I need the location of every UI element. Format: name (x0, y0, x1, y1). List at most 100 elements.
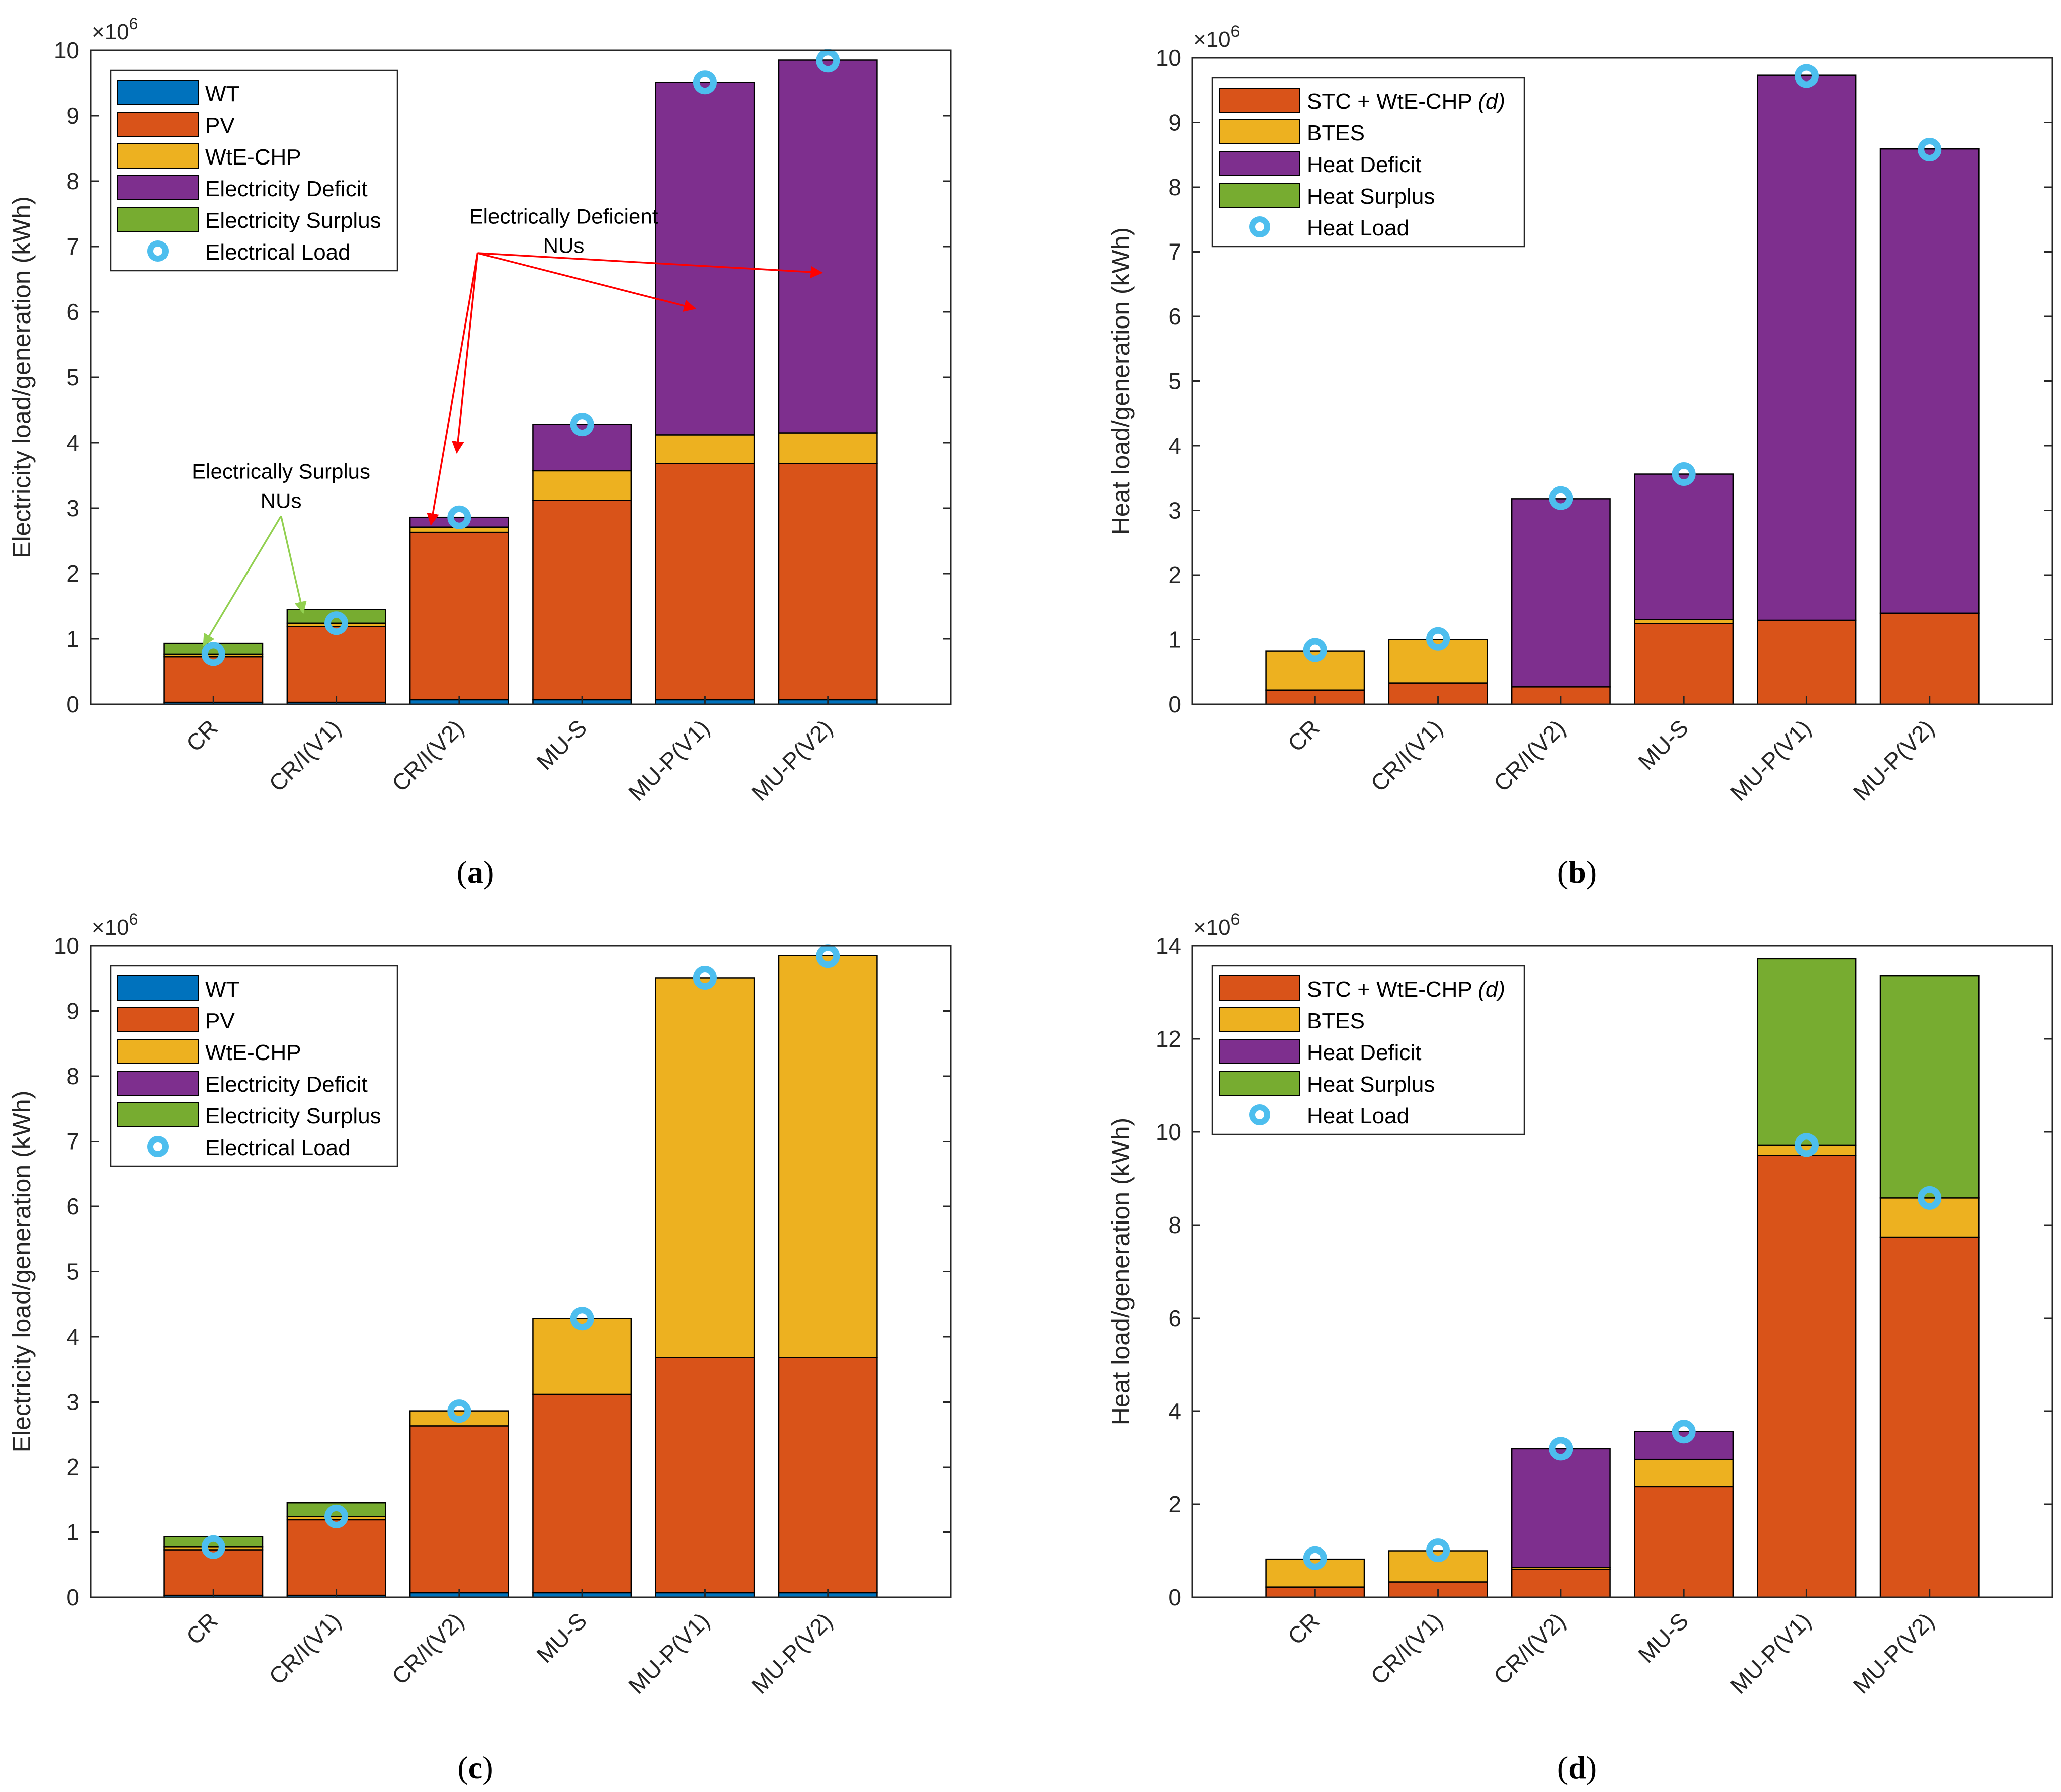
xtick-label-c-1: CR/I(V1) (264, 1607, 346, 1689)
y-axis-label-b: Heat load/generation (kWh) (1107, 227, 1135, 535)
legend-swatch-d-3 (1219, 1071, 1300, 1096)
load-marker-c-0 (201, 1535, 225, 1559)
legend-swatch-c-1 (117, 1007, 199, 1032)
legend-swatch-c-3 (117, 1071, 199, 1096)
xtick-label-b-5: MU-P(V2) (1848, 714, 1939, 805)
legend-swatch-d-0 (1219, 975, 1300, 1001)
legend-load-label-d: Heat Load (1307, 1104, 1409, 1128)
bar-c-5-2 (778, 955, 878, 1358)
xtick-label-d-3: MU-S (1633, 1607, 1693, 1668)
load-marker-d-0 (1303, 1546, 1327, 1570)
legend-label-c-0: WT (205, 977, 239, 1002)
load-marker-d-1 (1426, 1538, 1450, 1563)
ytick-label-a-8: 8 (66, 168, 79, 194)
xtick-label-b-1: CR/I(V1) (1365, 714, 1447, 796)
annotation-arrow-a-0-1 (452, 253, 479, 454)
load-marker-a-2 (447, 505, 471, 529)
bar-a-4-1 (655, 463, 755, 701)
legend-label-c-3: Electricity Deficit (205, 1072, 368, 1097)
bar-b-3-0 (1634, 623, 1734, 705)
bar-a-4-2 (655, 434, 755, 464)
chart-a: 0 1 2 3 4 5 6 7 8 9 10 ×106 CR CR/I(V1) CR/I(V2) MU-S MU… (8, 15, 952, 890)
ytick-label-c-7: 7 (66, 1128, 79, 1155)
annotation-arrow-a-0-2 (477, 252, 697, 312)
xtick-label-c-5: MU-P(V2) (746, 1607, 837, 1698)
bar-b-4-0 (1757, 619, 1857, 705)
axes-frame (1191, 945, 2053, 1598)
bar-d-2-2 (1511, 1448, 1611, 1569)
ytick-label-b-6: 6 (1168, 303, 1181, 330)
bar-a-2-1 (409, 531, 509, 701)
exponent-label-d: ×106 (1193, 910, 1240, 940)
xtick-label-a-2: CR/I(V2) (387, 714, 469, 796)
load-marker-b-0 (1303, 638, 1327, 662)
ytick-label-d-7: 14 (1156, 933, 1181, 959)
legend-swatch-b-1 (1219, 119, 1300, 144)
bar-c-3-2 (532, 1318, 632, 1395)
annotation-text-a-0-0: Electrically Deficient (469, 205, 658, 228)
load-marker-c-5 (816, 944, 840, 968)
bar-c-2-1 (409, 1425, 509, 1594)
bar-d-0-1 (1265, 1558, 1365, 1588)
xtick-label-d-1: CR/I(V1) (1365, 1607, 1447, 1689)
xtick-label-c-0: CR (181, 1607, 223, 1650)
xtick-label-a-3: MU-S (531, 714, 592, 775)
ytick-label-a-5: 5 (66, 364, 79, 390)
ytick-label-c-4: 4 (66, 1324, 79, 1350)
ytick-label-a-0: 0 (66, 691, 79, 717)
ytick-label-d-3: 6 (1168, 1305, 1181, 1331)
legend-label-a-3: Electricity Deficit (205, 177, 368, 201)
bar-a-5-3 (778, 59, 878, 434)
bar-c-5-1 (778, 1357, 878, 1594)
ytick-label-b-8: 8 (1168, 174, 1181, 200)
bar-d-1-1 (1388, 1550, 1488, 1583)
ytick-label-d-2: 4 (1168, 1398, 1181, 1424)
ytick-label-c-5: 5 (66, 1259, 79, 1285)
legend-label-d-3: Heat Surplus (1307, 1072, 1435, 1097)
legend-a: WT PV WtE-CHP Electricity Deficit Electricit… (110, 69, 398, 272)
load-marker-d-4 (1794, 1133, 1819, 1157)
legend-label-a-2: WtE-CHP (205, 145, 301, 170)
bar-d-5-0 (1879, 1236, 1980, 1598)
load-marker-d-2 (1549, 1437, 1573, 1461)
ytick-label-a-4: 4 (66, 430, 79, 456)
ytick-label-c-6: 6 (66, 1193, 79, 1219)
legend-label-c-2: WtE-CHP (205, 1040, 301, 1065)
annotation-a-1: Electrically Surplus NUs (192, 460, 370, 647)
ytick-label-a-3: 3 (66, 495, 79, 521)
bar-a-5-1 (778, 463, 878, 701)
bar-c-4-1 (655, 1357, 755, 1594)
load-marker-b-2 (1549, 486, 1573, 510)
xtick-label-d-0: CR (1283, 1607, 1325, 1650)
xtick-label-a-4: MU-P(V1) (623, 714, 714, 805)
xtick-label-b-2: CR/I(V2) (1489, 714, 1571, 796)
ytick-label-b-7: 7 (1168, 239, 1181, 265)
annotation-arrow-a-0-0 (427, 253, 479, 526)
legend-label-a-4: Electricity Surplus (205, 208, 381, 233)
legend-label-b-3: Heat Surplus (1307, 184, 1435, 209)
legend-swatch-a-1 (117, 112, 199, 137)
load-marker-c-2 (447, 1399, 471, 1423)
panel-label-a: (a) (457, 854, 494, 890)
ytick-label-b-4: 4 (1168, 433, 1181, 459)
legend-load-marker-c (147, 1136, 169, 1157)
bar-a-5-2 (778, 432, 878, 464)
legend-label-d-0: STC + WtE-CHP (d) (1307, 977, 1505, 1002)
ytick-label-c-0: 0 (66, 1584, 79, 1610)
legend-swatch-a-3 (117, 175, 199, 200)
y-axis-label-c: Electricity load/generation (kWh) (8, 1091, 36, 1453)
bar-d-3-2 (1634, 1431, 1734, 1460)
bar-a-3-2 (532, 470, 632, 501)
legend-load-marker-b (1249, 216, 1270, 237)
legend-label-d-1: BTES (1307, 1009, 1365, 1033)
bar-d-3-0 (1634, 1486, 1734, 1598)
legend-b: STC + WtE-CHP (d) BTES Heat Deficit Heat Su… (1211, 77, 1525, 248)
annotation-a-0: Electrically Deficient NUs (427, 205, 823, 526)
bar-a-4-3 (655, 82, 755, 436)
ytick-label-b-5: 5 (1168, 368, 1181, 394)
bar-b-5-0 (1879, 612, 1980, 705)
bar-a-1-1 (286, 626, 386, 703)
load-marker-c-3 (570, 1307, 594, 1331)
legend-swatch-a-0 (117, 80, 199, 105)
